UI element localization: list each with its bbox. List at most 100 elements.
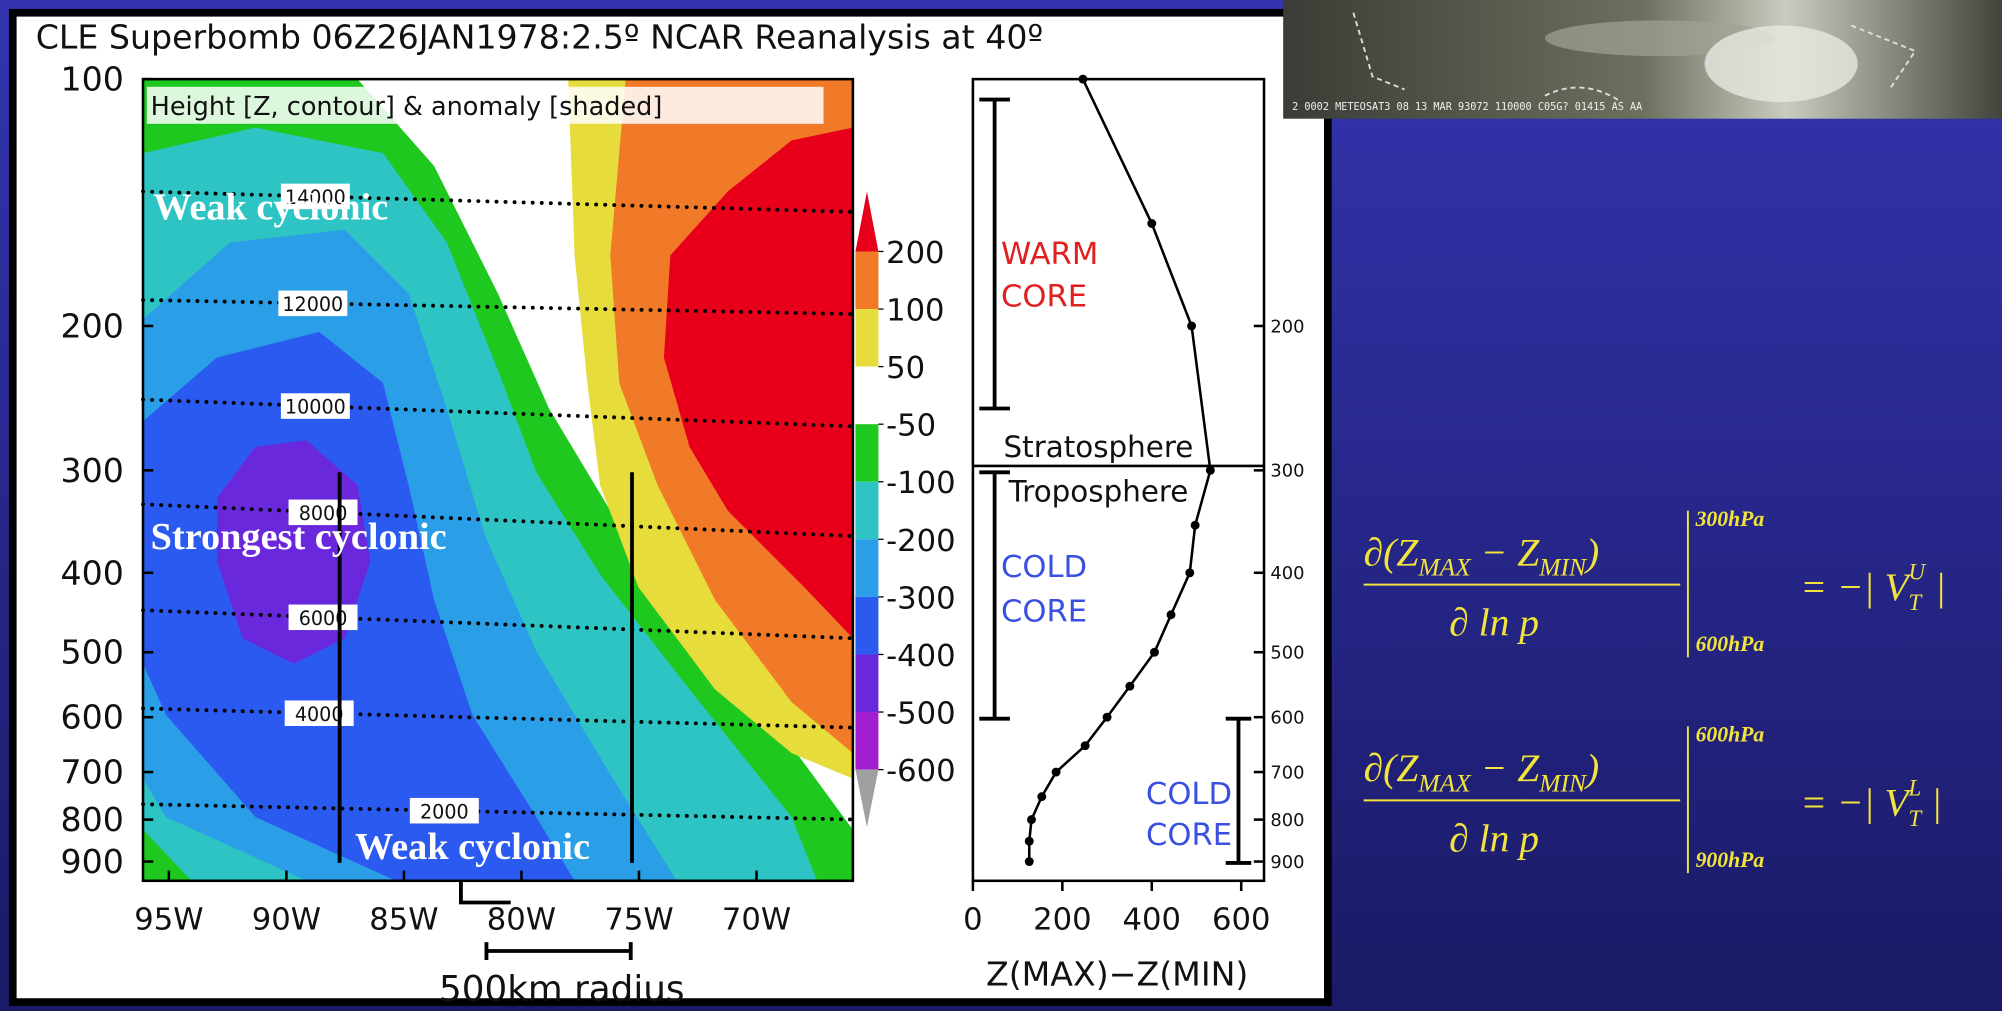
colorbar-segment: [855, 482, 878, 540]
profile-point: [1078, 75, 1087, 84]
chart-title: CLE Superbomb 06Z26JAN1978:2.5º NCAR Rea…: [36, 18, 1043, 57]
x-tick-label: 0: [963, 902, 983, 937]
y-tick-label: 900: [60, 842, 123, 881]
y-tick-label: 600: [60, 698, 123, 737]
y-tick-label: 900: [1270, 852, 1304, 873]
eq-rhs: = −| VTL |: [1800, 775, 1942, 831]
y-tick-label: 200: [1270, 316, 1304, 337]
eq-part: ∂(Z: [1364, 530, 1420, 574]
x-axis-label: Z(MAX)−Z(MIN): [986, 954, 1248, 993]
colorbar-label: 50: [886, 351, 925, 386]
colorbar-segment: [855, 654, 878, 712]
y-tick-label: 500: [60, 633, 123, 672]
y-tick-label: 100: [60, 60, 123, 99]
x-tick-label: 70W: [722, 902, 791, 937]
eq-part: |: [1925, 565, 1946, 609]
colorbar-segment: [855, 712, 878, 770]
eq-denominator: ∂ ln p: [1449, 601, 1539, 645]
profile-point: [1167, 610, 1176, 619]
profile-point: [1052, 768, 1061, 777]
x-tick-label: 400: [1123, 902, 1181, 937]
eq-part: L: [1908, 775, 1922, 800]
eq-part: MAX: [1417, 553, 1472, 582]
y-tick-label: 700: [60, 753, 123, 792]
y-tick-label: 800: [1270, 810, 1304, 831]
layer-label: Troposphere: [1008, 475, 1189, 509]
y-tick-label: 300: [1270, 461, 1304, 482]
colorbar-segment: [855, 367, 878, 425]
colorbar-label: -200: [886, 524, 956, 559]
profile-point: [1147, 219, 1156, 228]
colorbar-segment: [855, 539, 878, 597]
subtitle: Height [Z, contour] & anomaly [shaded]: [151, 92, 663, 122]
colorbar-label: 100: [886, 294, 944, 329]
contour-label: 12000: [282, 293, 343, 316]
y-tick-label: 200: [60, 306, 123, 345]
profile-point: [1125, 682, 1134, 691]
y-tick-label: 300: [60, 451, 123, 490]
eq-part: MAX: [1417, 768, 1472, 797]
profile-point: [1037, 792, 1046, 801]
eq-part: ∂(Z: [1364, 746, 1420, 790]
profile-point: [1185, 568, 1194, 577]
eq-limit: 900hPa: [1696, 848, 1765, 872]
colorbar-label: -100: [886, 466, 956, 501]
contour-label: 10000: [285, 396, 346, 419]
eq-part: |: [1921, 781, 1942, 825]
profile-point: [1027, 815, 1036, 824]
eq-part: T: [1908, 590, 1923, 615]
eq-part: MIN: [1538, 553, 1588, 582]
contour-label: 4000: [295, 703, 344, 726]
eq-part: − Z: [1471, 530, 1540, 574]
cloud: [1705, 26, 1858, 103]
core-label: COLD: [1146, 777, 1232, 812]
eq-part: ): [1584, 746, 1599, 790]
profile-point: [1206, 466, 1215, 475]
x-tick-label: 95W: [134, 902, 203, 937]
profile-point: [1187, 321, 1196, 330]
eq-part: ): [1584, 530, 1599, 574]
colorbar-segment: [855, 309, 878, 367]
contour-label: 2000: [420, 800, 469, 823]
colorbar-label: -300: [886, 581, 956, 616]
x-tick-label: 85W: [369, 902, 438, 937]
satellite-caption: 2 0002 METEOSAT3 08 13 MAR 93072 110000 …: [1292, 102, 1642, 113]
profile-point: [1103, 713, 1112, 722]
eq-denominator: ∂ ln p: [1449, 816, 1539, 860]
y-tick-label: 500: [1270, 643, 1304, 664]
eq-limit: 600hPa: [1696, 632, 1765, 656]
annotation: Strongest cyclonic: [151, 516, 447, 558]
colorbar-label: -50: [886, 409, 936, 444]
profile-point: [1025, 837, 1034, 846]
core-label: CORE: [1146, 818, 1232, 853]
core-label: COLD: [1001, 550, 1087, 585]
eq-limit: 300hPa: [1695, 507, 1765, 531]
core-label: WARM: [1001, 237, 1098, 272]
eq-part: U: [1909, 560, 1927, 585]
eq-part: MIN: [1538, 768, 1588, 797]
y-tick-label: 400: [60, 553, 123, 592]
annotation: Weak cyclonic: [355, 826, 590, 868]
core-label: CORE: [1001, 595, 1087, 630]
y-tick-label: 400: [1270, 563, 1304, 584]
y-tick-label: 700: [1270, 762, 1304, 783]
colorbar-segment: [855, 424, 878, 482]
x-tick-label: 90W: [252, 902, 321, 937]
colorbar-label: 200: [886, 236, 944, 271]
x-tick-label: 75W: [604, 902, 673, 937]
profile-point: [1150, 648, 1159, 657]
y-tick-label: 800: [60, 800, 123, 839]
colorbar-label: -500: [886, 697, 956, 732]
y-tick-label: 600: [1270, 708, 1304, 729]
slide: 1400012000100008000600040002000 Height […: [0, 0, 2002, 1011]
profile-point: [1081, 741, 1090, 750]
profile-point: [1025, 857, 1034, 866]
eq-part: = −| V: [1800, 781, 1912, 825]
colorbar-segment: [855, 251, 878, 309]
x-tick-label: 600: [1212, 902, 1270, 937]
profile-point: [1191, 521, 1200, 530]
eq-part: − Z: [1471, 746, 1540, 790]
eq-part: = −| V: [1800, 565, 1912, 609]
colorbar-label: -600: [886, 754, 956, 789]
annotation: Weak cyclonic: [153, 187, 388, 229]
